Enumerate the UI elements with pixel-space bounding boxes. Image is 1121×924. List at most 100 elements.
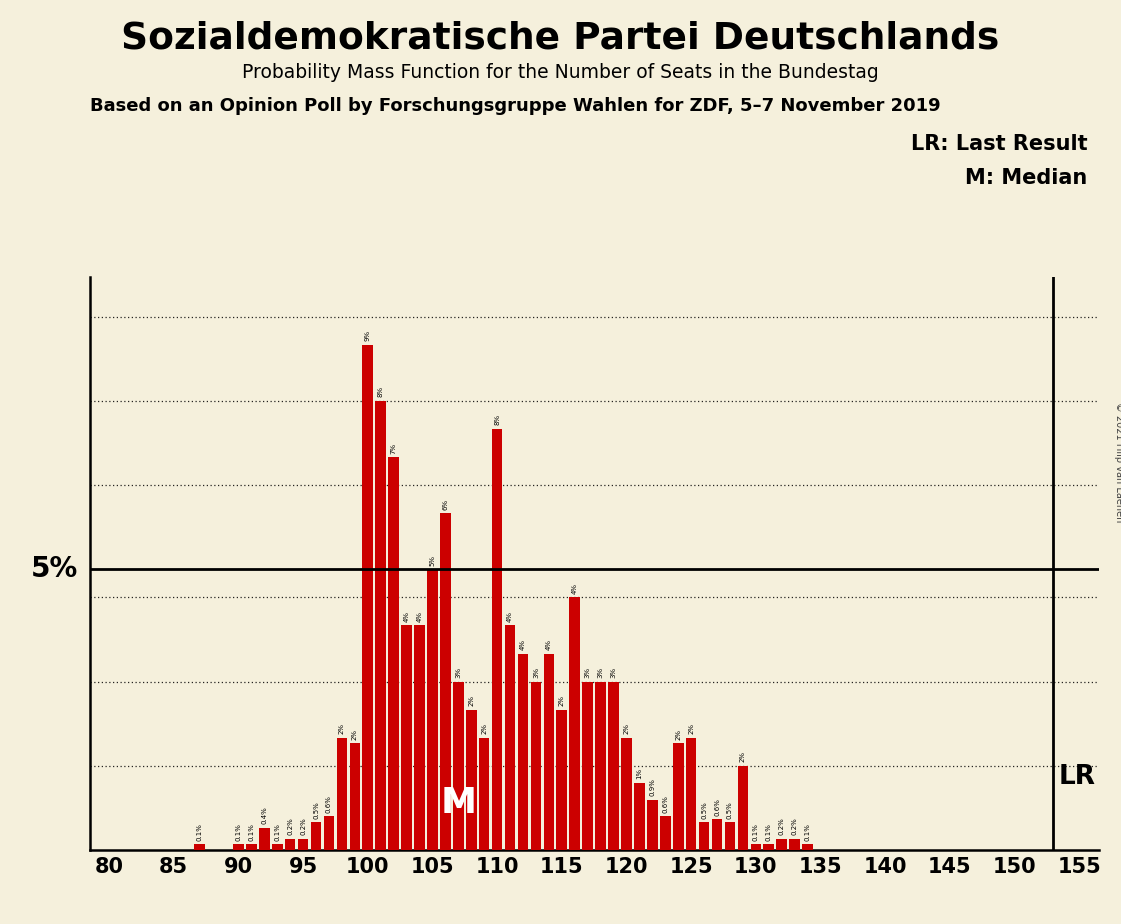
Text: 3%: 3% <box>532 667 539 678</box>
Text: 2%: 2% <box>688 723 694 735</box>
Text: 4%: 4% <box>546 639 552 650</box>
Bar <box>350 744 360 850</box>
Text: LR: LR <box>1058 764 1095 790</box>
Bar <box>556 710 567 850</box>
Text: 2%: 2% <box>675 729 682 740</box>
Bar <box>724 822 735 850</box>
Bar <box>504 626 516 850</box>
Text: 1%: 1% <box>637 768 642 779</box>
Bar <box>583 682 593 850</box>
Text: 0.5%: 0.5% <box>726 801 733 819</box>
Text: 4%: 4% <box>572 583 577 594</box>
Text: 2%: 2% <box>352 729 358 740</box>
Bar <box>660 817 670 850</box>
Text: 3%: 3% <box>597 667 603 678</box>
Bar <box>401 626 411 850</box>
Bar <box>324 817 334 850</box>
Bar <box>311 822 322 850</box>
Text: Probability Mass Function for the Number of Seats in the Bundestag: Probability Mass Function for the Number… <box>242 63 879 82</box>
Text: 2%: 2% <box>481 723 488 735</box>
Bar <box>544 653 554 850</box>
Bar <box>530 682 541 850</box>
Text: 5%: 5% <box>30 555 77 583</box>
Text: 2%: 2% <box>469 695 474 706</box>
Bar <box>789 839 800 850</box>
Bar <box>233 845 243 850</box>
Text: 0.2%: 0.2% <box>287 818 294 835</box>
Bar <box>259 828 270 850</box>
Bar <box>285 839 296 850</box>
Bar <box>803 845 813 850</box>
Bar <box>777 839 787 850</box>
Bar <box>621 737 632 850</box>
Text: 3%: 3% <box>455 667 462 678</box>
Text: 5%: 5% <box>429 555 435 565</box>
Text: 0.6%: 0.6% <box>714 798 720 816</box>
Text: 0.1%: 0.1% <box>766 823 771 841</box>
Bar <box>712 820 722 850</box>
Text: 0.1%: 0.1% <box>196 823 203 841</box>
Text: 3%: 3% <box>611 667 617 678</box>
Bar <box>609 682 619 850</box>
Text: 0.2%: 0.2% <box>300 818 306 835</box>
Bar <box>698 822 710 850</box>
Text: LR: Last Result: LR: Last Result <box>910 134 1087 154</box>
Text: 4%: 4% <box>507 611 513 622</box>
Bar <box>376 401 386 850</box>
Text: © 2021 Filip van Laenen: © 2021 Filip van Laenen <box>1114 402 1121 522</box>
Text: 0.2%: 0.2% <box>791 818 798 835</box>
Bar <box>414 626 425 850</box>
Bar <box>686 737 696 850</box>
Text: 0.6%: 0.6% <box>326 796 332 813</box>
Text: 0.6%: 0.6% <box>663 796 668 813</box>
Bar <box>595 682 605 850</box>
Text: 4%: 4% <box>404 611 409 622</box>
Text: 0.1%: 0.1% <box>805 823 810 841</box>
Text: 6%: 6% <box>443 499 448 510</box>
Text: 0.1%: 0.1% <box>753 823 759 841</box>
Bar <box>247 845 257 850</box>
Text: 0.5%: 0.5% <box>313 801 319 819</box>
Bar <box>634 783 645 850</box>
Text: 7%: 7% <box>390 443 397 454</box>
Text: 3%: 3% <box>585 667 591 678</box>
Bar <box>194 845 205 850</box>
Text: 4%: 4% <box>417 611 423 622</box>
Bar <box>479 737 490 850</box>
Bar <box>388 457 399 850</box>
Bar <box>763 845 773 850</box>
Bar <box>298 839 308 850</box>
Bar <box>492 429 502 850</box>
Bar <box>569 597 580 850</box>
Text: M: M <box>441 786 476 820</box>
Bar <box>466 710 476 850</box>
Bar <box>272 845 282 850</box>
Bar <box>673 744 684 850</box>
Bar <box>441 513 451 850</box>
Bar <box>453 682 464 850</box>
Text: 0.1%: 0.1% <box>249 823 254 841</box>
Bar <box>518 653 528 850</box>
Text: 0.9%: 0.9% <box>649 778 656 796</box>
Bar <box>751 845 761 850</box>
Bar <box>427 569 437 850</box>
Text: Based on an Opinion Poll by Forschungsgruppe Wahlen for ZDF, 5–7 November 2019: Based on an Opinion Poll by Forschungsgr… <box>90 97 941 115</box>
Text: 8%: 8% <box>378 386 383 397</box>
Text: 0.1%: 0.1% <box>275 823 280 841</box>
Text: 2%: 2% <box>558 695 565 706</box>
Text: 8%: 8% <box>494 414 500 425</box>
Bar <box>362 345 373 850</box>
Bar <box>738 766 748 850</box>
Text: 0.5%: 0.5% <box>701 801 707 819</box>
Text: Sozialdemokratische Partei Deutschlands: Sozialdemokratische Partei Deutschlands <box>121 20 1000 56</box>
Text: 4%: 4% <box>520 639 526 650</box>
Text: 0.1%: 0.1% <box>235 823 241 841</box>
Text: 2%: 2% <box>740 751 745 762</box>
Text: 0.4%: 0.4% <box>261 807 267 824</box>
Text: 0.2%: 0.2% <box>779 818 785 835</box>
Bar <box>647 799 658 850</box>
Bar <box>336 737 348 850</box>
Text: 2%: 2% <box>339 723 345 735</box>
Text: 9%: 9% <box>364 330 371 341</box>
Text: M: Median: M: Median <box>965 168 1087 188</box>
